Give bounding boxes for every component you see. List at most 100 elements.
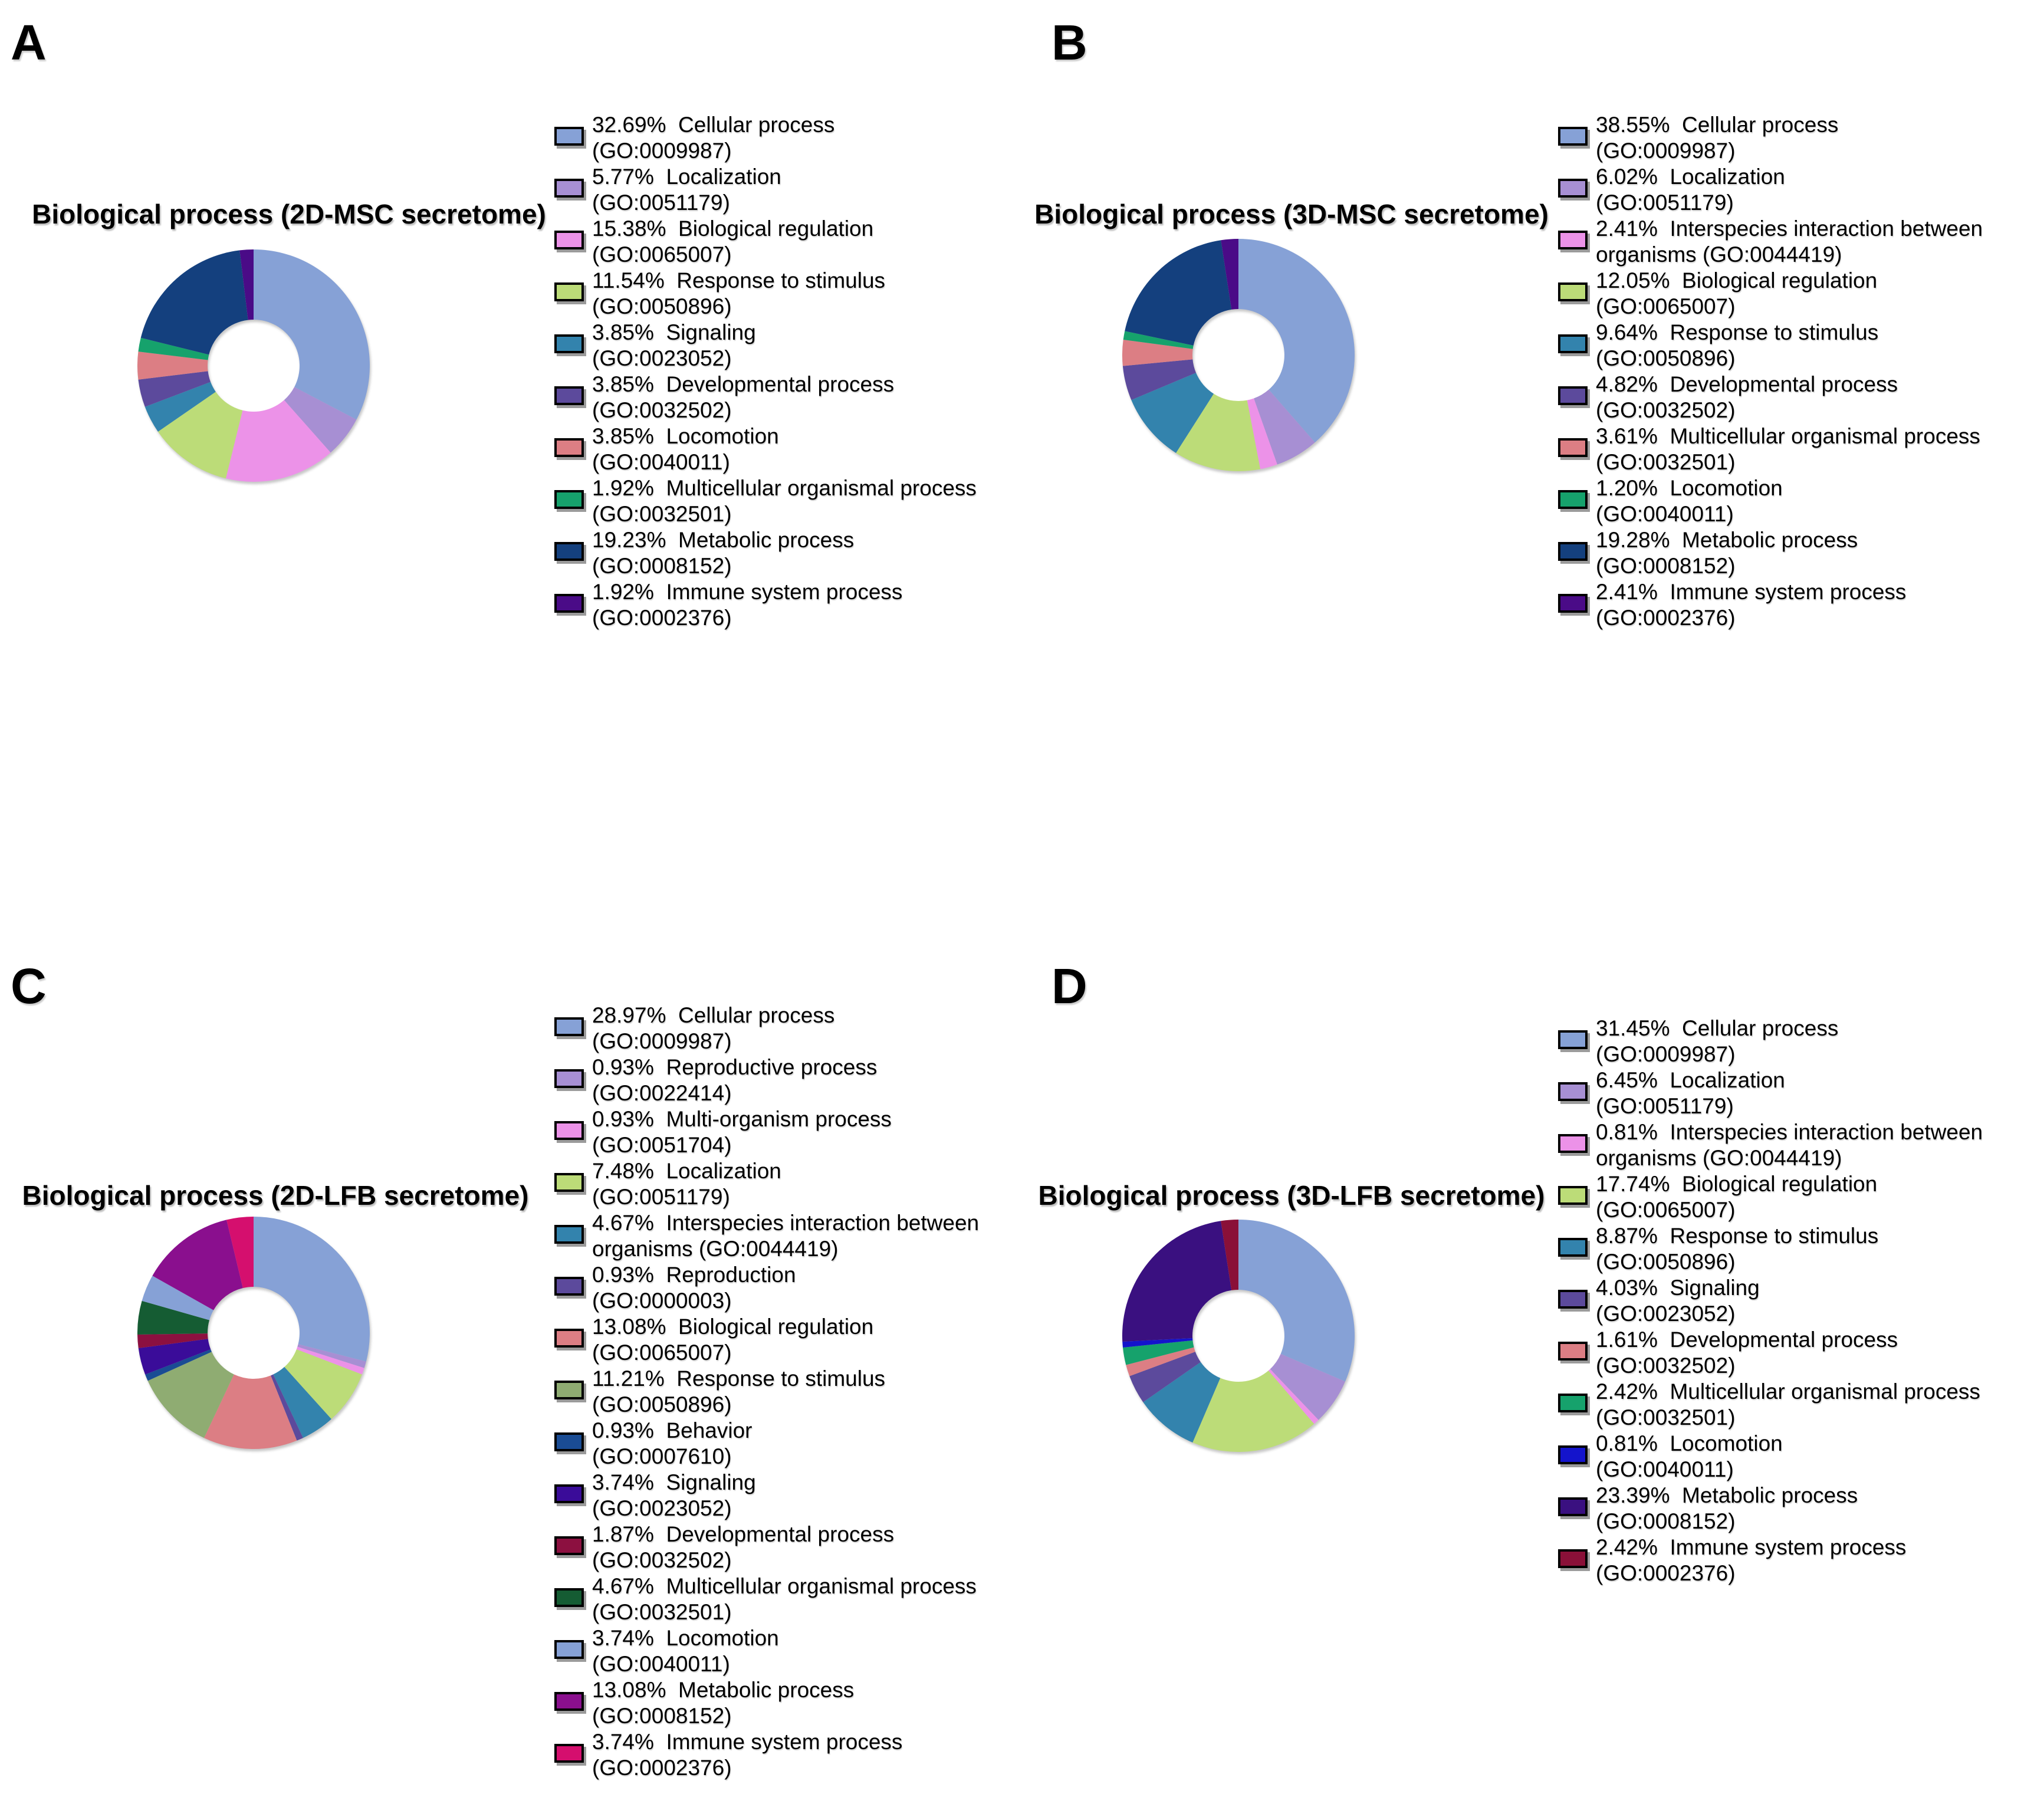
legend-label: 0.93% Reproduction (GO:0000003): [592, 1262, 796, 1314]
legend-swatch-immune-system-process: [554, 594, 584, 613]
legend-swatch-localization: [1558, 179, 1588, 198]
legend-line: 11.21% Response to stimulus: [592, 1366, 886, 1391]
legend-line: 2.41% Interspecies interaction between: [1596, 216, 1983, 241]
legend-line: (GO:0007610): [592, 1444, 732, 1468]
legend-label: 11.54% Response to stimulus (GO:0050896): [592, 268, 885, 320]
legend-item-metabolic-process: 13.08% Metabolic process (GO:0008152): [554, 1677, 979, 1729]
legend-swatch-biological-regulation: [554, 1329, 584, 1348]
slice-d-signaling: [1129, 1352, 1201, 1402]
slice-c-locomotion: [142, 1276, 214, 1320]
legend-line: (GO:0032501): [592, 1600, 732, 1624]
panel-letter-b: B: [1051, 15, 1087, 70]
legend-swatch-locomotion: [554, 1640, 584, 1659]
legend-label: 12.05% Biological regulation (GO:0065007): [1596, 268, 1877, 320]
legend-line: 4.67% Interspecies interaction between: [592, 1211, 980, 1235]
legend-swatch-reproductive-process: [554, 1069, 584, 1088]
legend-label: 31.45% Cellular process (GO:0009987): [1596, 1016, 1838, 1067]
legend-line: (GO:0040011): [592, 1652, 730, 1676]
legend-item-cellular-process: 31.45% Cellular process (GO:0009987): [1558, 1016, 1983, 1067]
legend-item-developmental-process: 1.87% Developmental process (GO:0032502): [554, 1522, 979, 1573]
legend-item-locomotion: 3.85% Locomotion (GO:0040011): [554, 423, 977, 475]
legend-line: organisms (GO:0044419): [592, 1237, 839, 1261]
legend-label: 19.23% Metabolic process (GO:0008152): [592, 527, 854, 579]
legend-item-behavior: 0.93% Behavior (GO:0007610): [554, 1418, 979, 1470]
legend-line: 13.08% Metabolic process: [592, 1678, 855, 1702]
slice-a-developmental-process: [138, 371, 211, 407]
legend-line: organisms (GO:0044419): [1596, 242, 1842, 267]
slice-a-locomotion: [137, 351, 208, 380]
legend-swatch-biological-regulation: [1558, 282, 1588, 301]
slice-c-signaling: [138, 1339, 211, 1375]
legend-item-developmental-process: 3.85% Developmental process (GO:0032502): [554, 372, 977, 423]
legend-item-cellular-process: 32.69% Cellular process (GO:0009987): [554, 112, 977, 164]
legend-line: 13.08% Biological regulation: [592, 1315, 874, 1339]
legend-a: 32.69% Cellular process (GO:0009987) 5.77%…: [554, 112, 977, 631]
legend-swatch-localization: [554, 179, 584, 198]
legend-label: 28.97% Cellular process (GO:0009987): [592, 1003, 834, 1054]
legend-item-biological-regulation: 13.08% Biological regulation (GO:0065007): [554, 1314, 979, 1366]
legend-line: 32.69% Cellular process: [592, 113, 835, 137]
legend-swatch-response-to-stimulus: [554, 1381, 584, 1399]
slice-c-immune-system-process: [226, 1217, 254, 1289]
slice-d-locomotion: [1122, 1338, 1193, 1348]
legend-item-immune-system-process: 3.74% Immune system process (GO:0002376): [554, 1729, 979, 1781]
legend-swatch-locomotion: [554, 438, 584, 457]
legend-line: 38.55% Cellular process: [1596, 113, 1839, 137]
legend-item-locomotion: 0.81% Locomotion (GO:0040011): [1558, 1431, 1983, 1483]
legend-label: 13.08% Biological regulation (GO:0065007): [592, 1314, 873, 1366]
slice-a-signaling: [144, 382, 216, 432]
slice-c-localization: [284, 1349, 362, 1419]
panel-letter-c: C: [11, 958, 47, 1014]
slice-c-developmental-process: [137, 1333, 208, 1349]
legend-item-immune-system-process: 2.42% Immune system process (GO:0002376): [1558, 1534, 1983, 1586]
legend-label: 6.45% Localization (GO:0051179): [1596, 1067, 1785, 1119]
legend-swatch-biological-regulation: [554, 231, 584, 249]
legend-item-multicellular-organismal-process: 1.92% Multicellular organismal process (G…: [554, 475, 977, 527]
slice-c-interspecies-interaction-between-organisms: [273, 1366, 331, 1438]
legend-line: (GO:0009987): [592, 1029, 732, 1053]
legend-line: (GO:0002376): [1596, 606, 1736, 630]
legend-item-signaling: 3.85% Signaling (GO:0023052): [554, 320, 977, 372]
legend-line: (GO:0032502): [592, 1548, 732, 1572]
legend-line: 7.48% Localization: [592, 1159, 781, 1183]
legend-label: 1.92% Immune system process (GO:0002376): [592, 579, 902, 631]
legend-label: 7.48% Localization (GO:0051179): [592, 1158, 781, 1210]
legend-line: (GO:0022414): [592, 1081, 732, 1105]
legend-item-metabolic-process: 23.39% Metabolic process (GO:0008152): [1558, 1483, 1983, 1534]
legend-swatch-developmental-process: [554, 1536, 584, 1555]
legend-swatch-interspecies-interaction-between-organisms: [554, 1225, 584, 1244]
legend-label: 15.38% Biological regulation (GO:0065007): [592, 216, 873, 268]
legend-swatch-biological-regulation: [1558, 1186, 1588, 1205]
legend-label: 3.74% Signaling (GO:0023052): [592, 1470, 756, 1522]
legend-swatch-multi-organism-process: [554, 1121, 584, 1140]
legend-swatch-metabolic-process: [554, 1692, 584, 1711]
legend-line: (GO:0008152): [592, 1704, 732, 1728]
legend-swatch-immune-system-process: [1558, 594, 1588, 613]
legend-item-signaling: 3.74% Signaling (GO:0023052): [554, 1470, 979, 1522]
legend-line: 4.67% Multicellular organismal process: [592, 1574, 977, 1598]
legend-item-biological-regulation: 12.05% Biological regulation (GO:0065007): [1558, 268, 1983, 320]
legend-swatch-signaling: [1558, 1290, 1588, 1309]
legend-swatch-metabolic-process: [1558, 542, 1588, 561]
legend-line: 4.82% Developmental process: [1596, 372, 1898, 396]
legend-line: (GO:0051704): [592, 1133, 732, 1157]
slice-b-metabolic-process: [1125, 240, 1232, 346]
legend-line: (GO:0051179): [1596, 190, 1734, 215]
legend-line: 2.41% Immune system process: [1596, 580, 1907, 604]
legend-item-immune-system-process: 2.41% Immune system process (GO:0002376): [1558, 579, 1983, 631]
slice-d-multicellular-organismal-process: [1123, 1340, 1194, 1365]
legend-item-immune-system-process: 1.92% Immune system process (GO:0002376): [554, 579, 977, 631]
legend-line: 28.97% Cellular process: [592, 1003, 835, 1027]
legend-label: 0.93% Reproductive process (GO:0022414): [592, 1054, 877, 1106]
legend-label: 3.74% Immune system process (GO:0002376): [592, 1729, 902, 1781]
slice-d-biological-regulation: [1192, 1371, 1315, 1452]
legend-swatch-developmental-process: [1558, 386, 1588, 405]
legend-line: (GO:0050896): [592, 1392, 732, 1417]
legend-line: 6.45% Localization: [1596, 1068, 1785, 1092]
legend-item-metabolic-process: 19.23% Metabolic process (GO:0008152): [554, 527, 977, 579]
slice-b-immune-system-process: [1221, 239, 1238, 310]
legend-line: (GO:0023052): [592, 346, 732, 370]
legend-line: 3.85% Locomotion: [592, 424, 779, 448]
legend-swatch-locomotion: [1558, 490, 1588, 509]
legend-line: 1.61% Developmental process: [1596, 1327, 1898, 1352]
